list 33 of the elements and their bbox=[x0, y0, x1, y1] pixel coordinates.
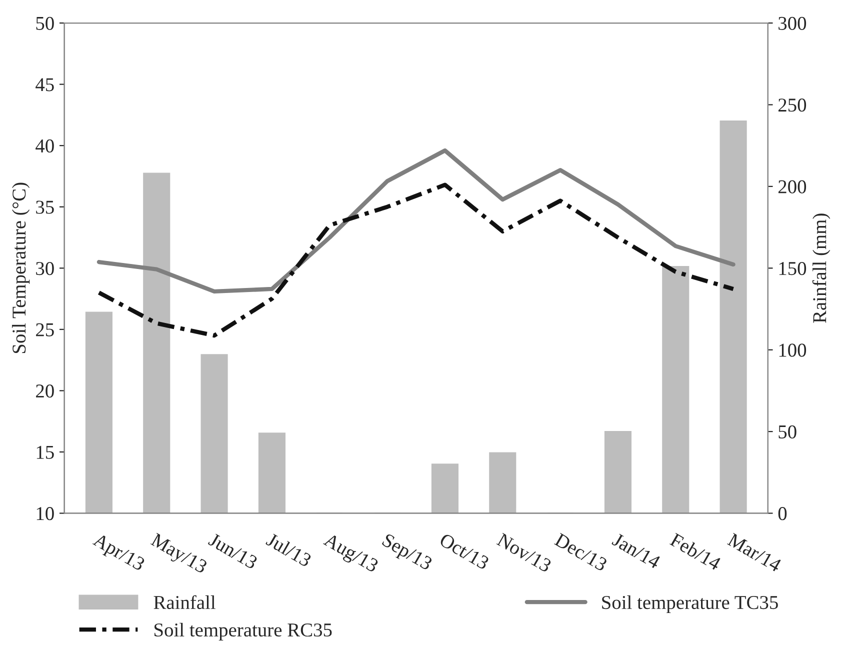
y-tick-label: 15 bbox=[36, 446, 54, 459]
legend-label: Soil temperature RC35 bbox=[154, 622, 332, 640]
y2-tick-label: 100 bbox=[779, 344, 806, 357]
bar bbox=[200, 354, 228, 514]
bar bbox=[431, 464, 458, 514]
y2-tick-label: 150 bbox=[779, 262, 806, 276]
y-tick-label: 40 bbox=[36, 139, 54, 153]
legend-label: Rainfall bbox=[154, 595, 216, 610]
bar bbox=[258, 432, 286, 514]
y2-tick-label: 0 bbox=[778, 507, 787, 520]
y-tick-label: 45 bbox=[36, 78, 54, 92]
bar bbox=[662, 266, 690, 514]
y-tick-label: 10 bbox=[36, 507, 54, 520]
y2-tick-label: 300 bbox=[778, 16, 806, 30]
y-tick-label: 20 bbox=[36, 384, 54, 398]
y-tick-label: 25 bbox=[36, 323, 54, 336]
y-tick-label: 30 bbox=[36, 262, 54, 276]
y2-tick-label: 200 bbox=[778, 180, 806, 194]
line-series bbox=[96, 182, 736, 338]
y2-axis-title: Rainfall (mm) bbox=[812, 214, 830, 323]
y2-tick-label: 250 bbox=[778, 98, 806, 112]
y-tick-label: 50 bbox=[36, 16, 54, 30]
bar bbox=[143, 172, 170, 514]
legend-label: Soil temperature TC35 bbox=[602, 595, 778, 614]
x-tick-label: Jul/13 bbox=[265, 532, 312, 568]
y2-tick-label: 50 bbox=[778, 425, 796, 438]
y-axis-title: Soil Temperature (°C) bbox=[12, 182, 30, 354]
bar bbox=[604, 430, 632, 514]
line-series bbox=[96, 148, 736, 294]
bar bbox=[489, 452, 516, 514]
bar bbox=[85, 312, 112, 514]
y-tick-label: 35 bbox=[36, 200, 54, 214]
bar bbox=[720, 120, 747, 514]
